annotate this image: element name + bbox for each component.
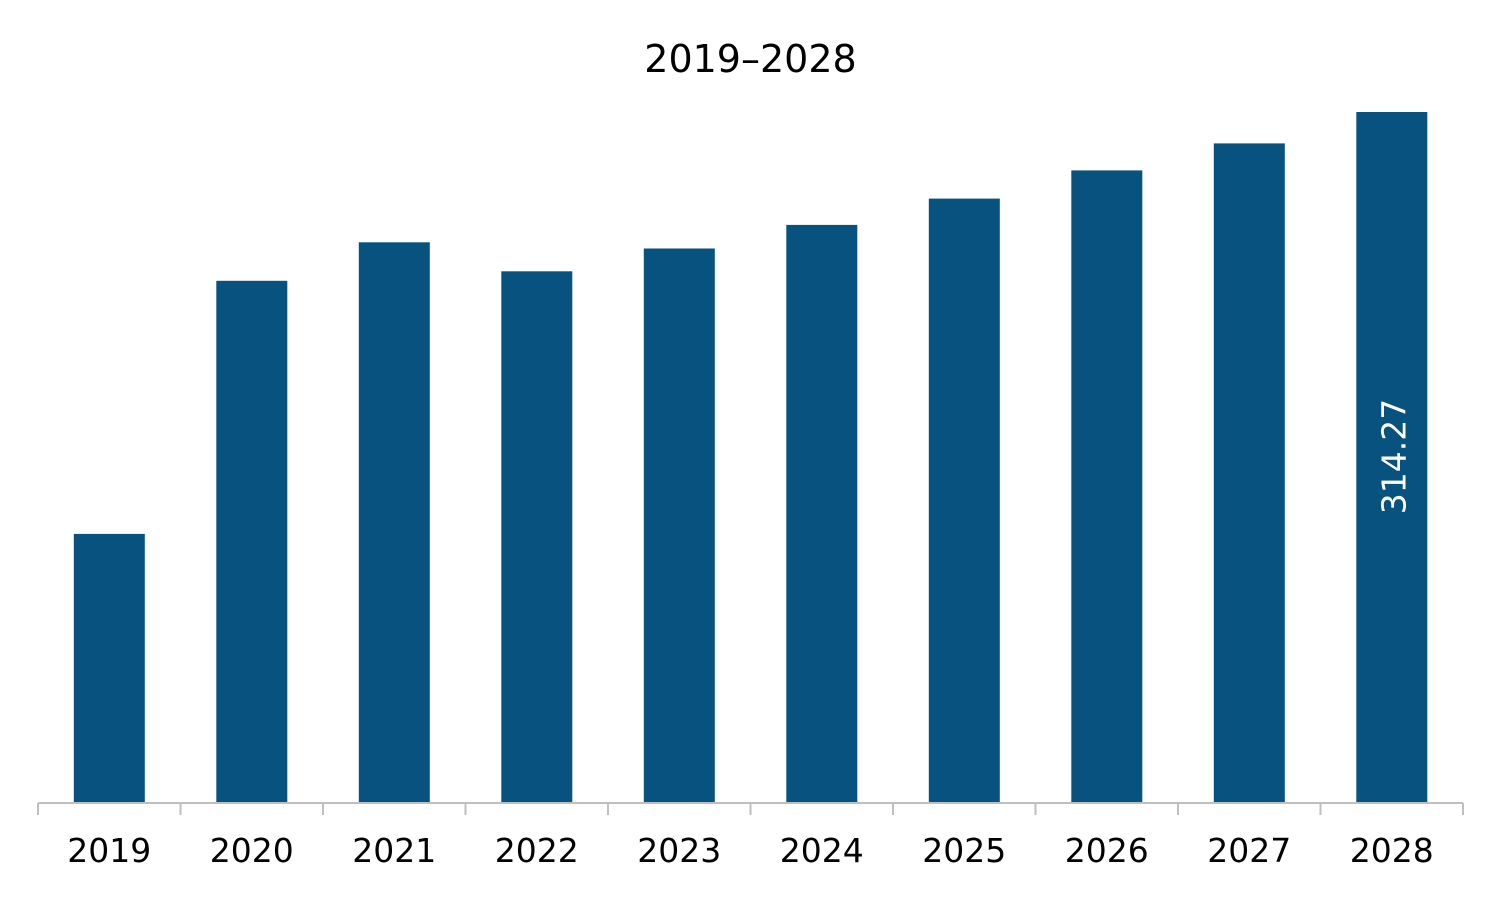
bar-2024 — [786, 224, 858, 803]
x-tick-label-2025: 2025 — [922, 831, 1006, 870]
bar-2020 — [216, 280, 288, 803]
bar-2027 — [1213, 143, 1285, 803]
bar-2019 — [73, 533, 145, 803]
x-tick-label-2026: 2026 — [1065, 831, 1149, 870]
bar-2025 — [928, 198, 1000, 804]
bar-2026 — [1071, 170, 1143, 803]
x-tick-label-2023: 2023 — [637, 831, 721, 870]
x-tick-label-2019: 2019 — [67, 831, 151, 870]
x-tick-label-2028: 2028 — [1350, 831, 1434, 870]
x-tick-label-2024: 2024 — [780, 831, 864, 870]
chart-title: 2019–2028 — [644, 37, 857, 81]
bar-2022 — [501, 271, 573, 803]
x-tick-label-2020: 2020 — [210, 831, 294, 870]
data-label-2028: 314.27 — [1374, 399, 1413, 514]
x-tick-label-2021: 2021 — [352, 831, 436, 870]
bar-2021 — [358, 242, 430, 804]
x-tick-label-2022: 2022 — [495, 831, 579, 870]
x-tick-label-2027: 2027 — [1207, 831, 1291, 870]
bar-2028 — [1356, 112, 1428, 803]
bar-2023 — [643, 248, 715, 803]
